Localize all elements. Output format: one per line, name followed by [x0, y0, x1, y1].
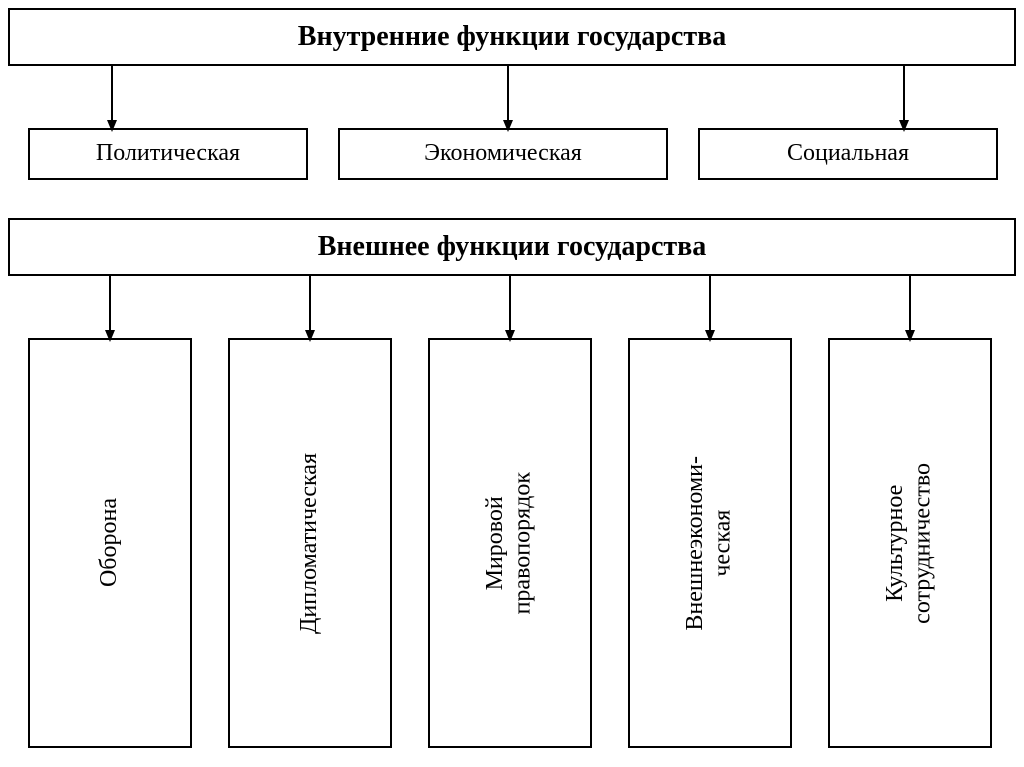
- top-child-0: Политическая: [28, 128, 308, 180]
- bottom-child-1-label: Дипломатическая: [296, 453, 324, 634]
- bottom-child-0: Оборона: [28, 338, 192, 748]
- bottom-child-4-label: Культурное сотрудничество: [882, 463, 937, 624]
- bottom-child-4: Культурное сотрудничество: [828, 338, 992, 748]
- diagram-stage: Внутренние функции государства Политичес…: [0, 0, 1024, 767]
- bottom-child-3-label: Внешнеэкономи- ческая: [682, 456, 737, 631]
- bottom-title-box: Внешнее функции государства: [8, 218, 1016, 276]
- bottom-child-3: Внешнеэкономи- ческая: [628, 338, 792, 748]
- top-child-0-label: Политическая: [96, 140, 240, 168]
- bottom-title-label: Внешнее функции государства: [318, 231, 707, 263]
- top-child-1-label: Экономическая: [424, 140, 582, 168]
- top-title-label: Внутренние функции государства: [298, 21, 726, 53]
- bottom-child-1: Дипломатическая: [228, 338, 392, 748]
- top-child-2: Социальная: [698, 128, 998, 180]
- bottom-child-2-label: Мировой правопорядок: [482, 472, 537, 614]
- top-title-box: Внутренние функции государства: [8, 8, 1016, 66]
- top-child-2-label: Социальная: [787, 140, 909, 168]
- bottom-child-0-label: Оборона: [96, 498, 124, 587]
- bottom-child-2: Мировой правопорядок: [428, 338, 592, 748]
- top-child-1: Экономическая: [338, 128, 668, 180]
